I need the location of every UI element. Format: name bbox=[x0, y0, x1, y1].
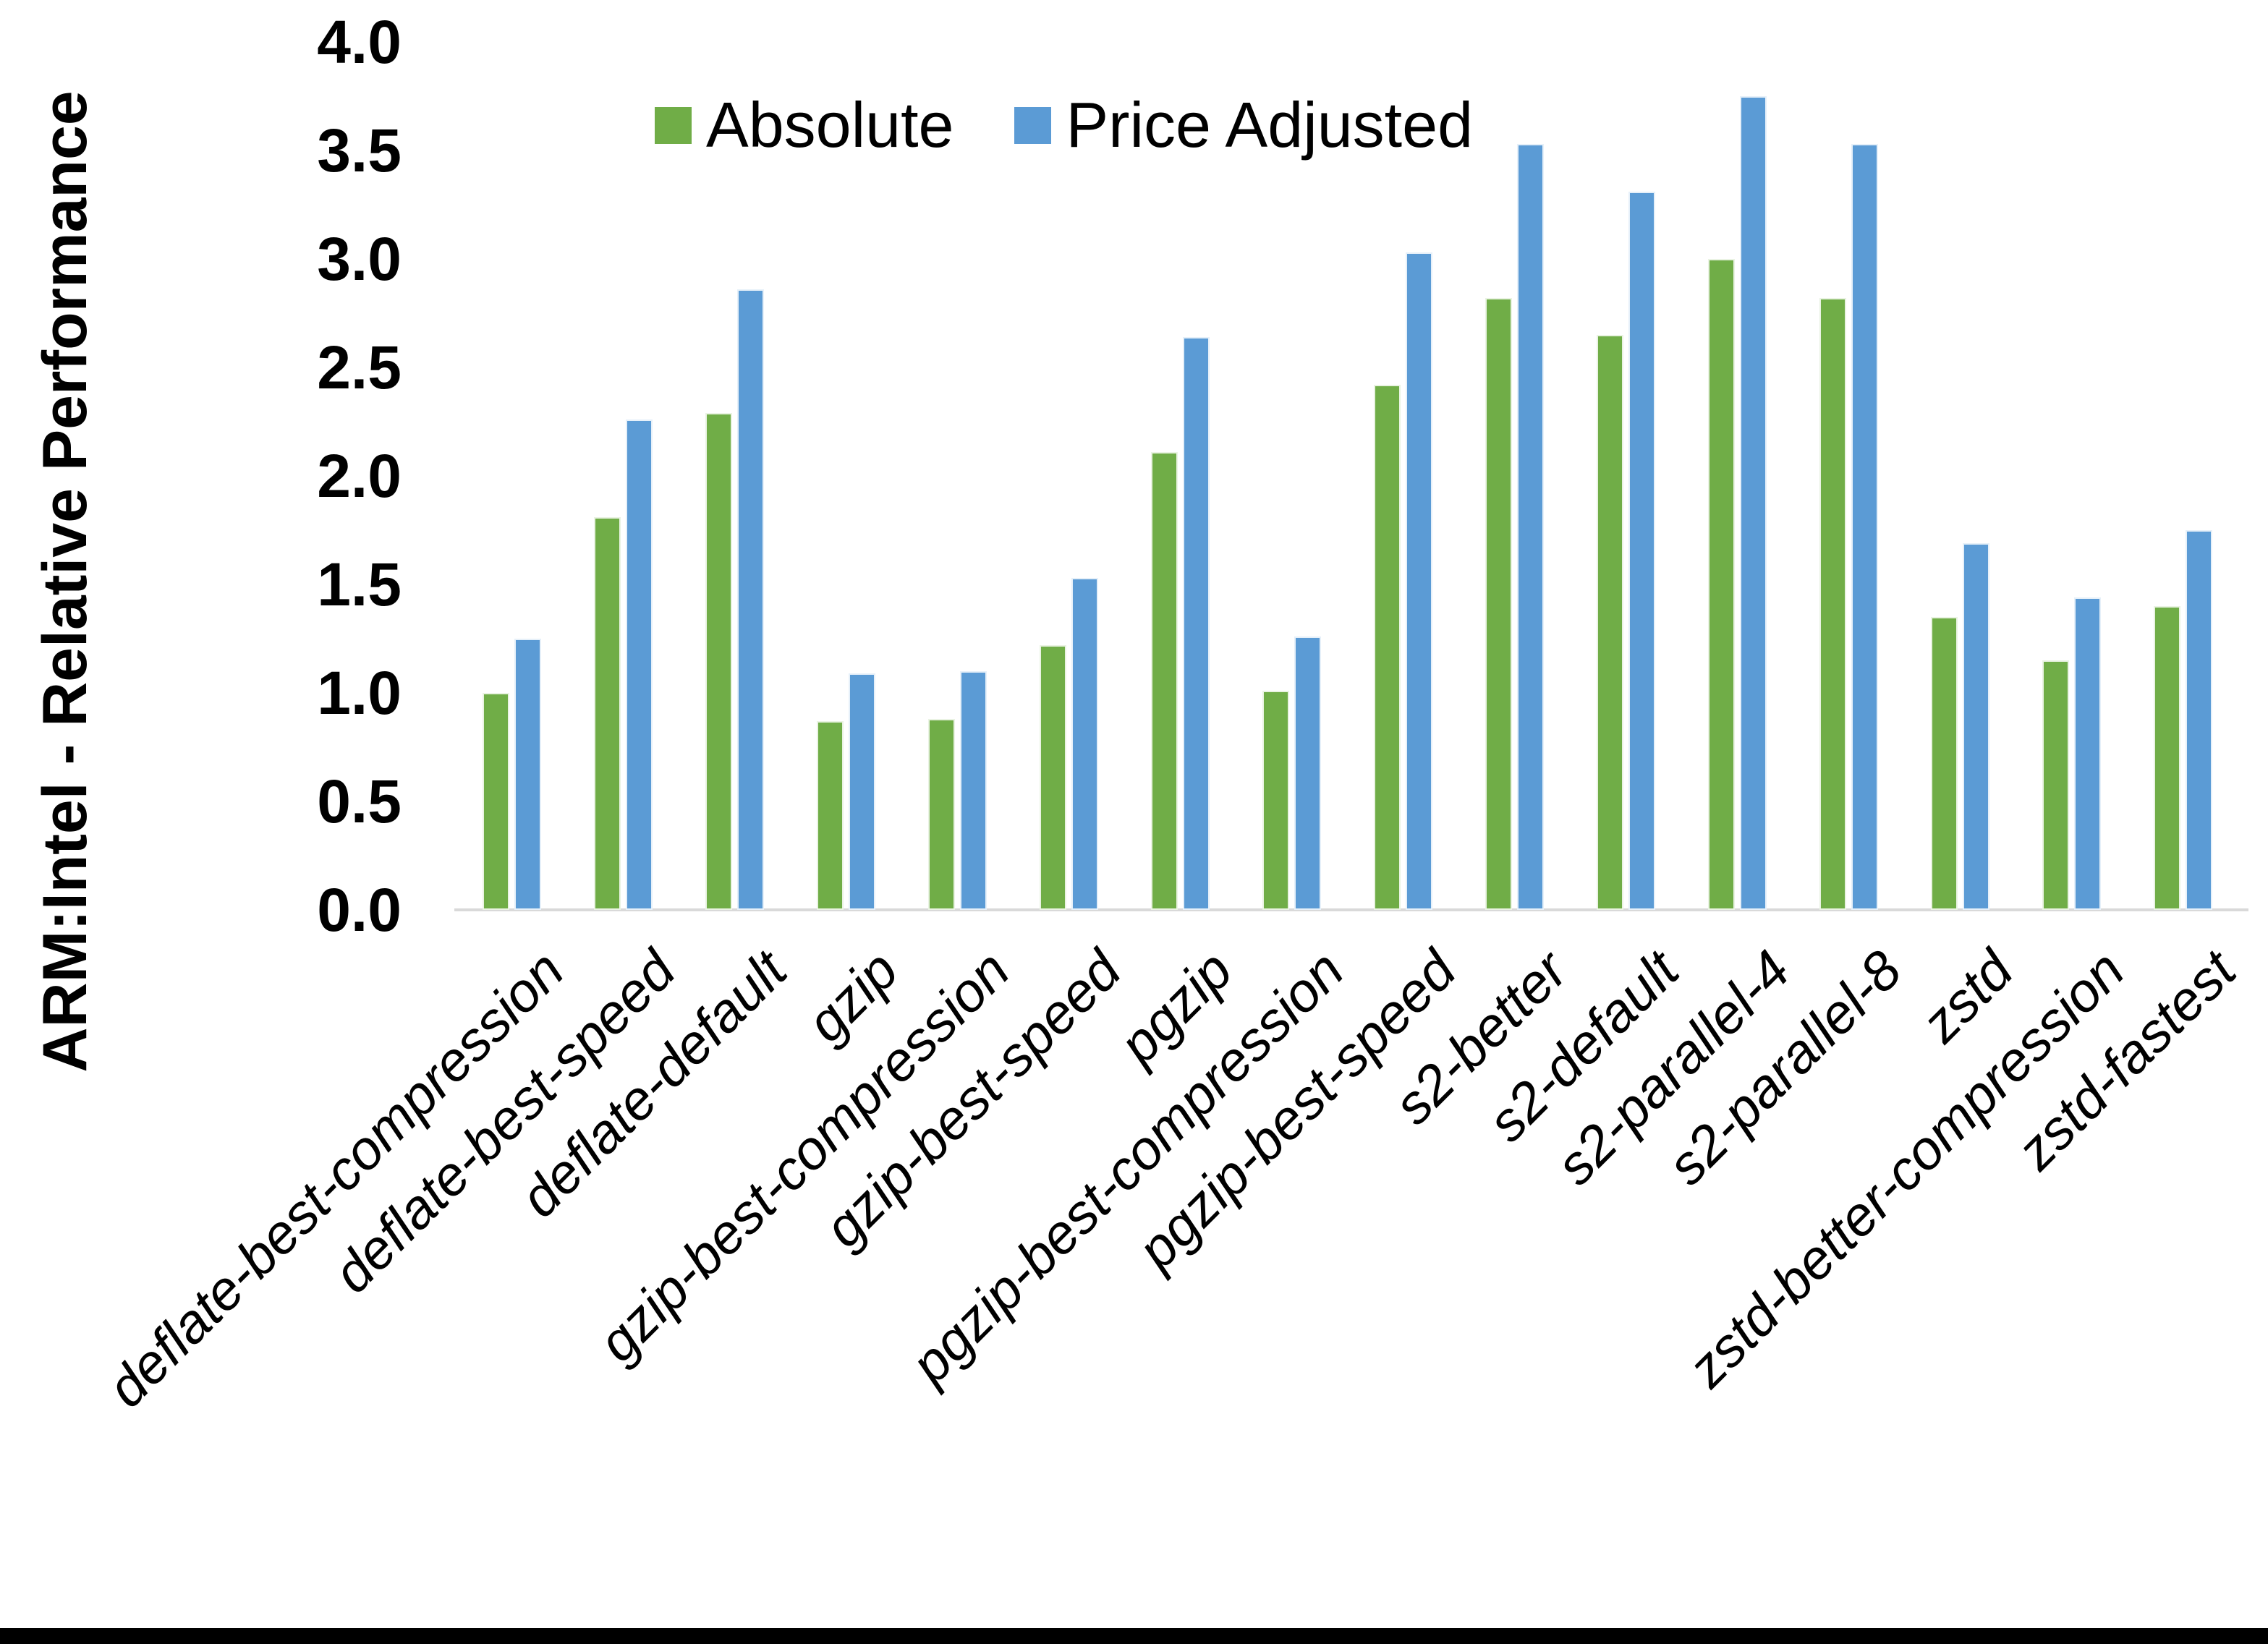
legend-item-price-adjusted: Price Adjusted bbox=[1014, 88, 1473, 162]
x-label-deflate-best-compression: deflate-best-compression bbox=[95, 939, 576, 1420]
bar-deflate-best-compression-price-adjusted bbox=[514, 639, 541, 910]
bar-pgzip-best-speed-price-adjusted bbox=[1406, 252, 1432, 910]
bar-deflate-best-speed-absolute bbox=[594, 517, 621, 910]
y-tick-label-2.5: 2.5 bbox=[317, 333, 402, 401]
bar-gzip-absolute bbox=[817, 721, 844, 910]
y-tick-label-3.0: 3.0 bbox=[317, 225, 402, 293]
bar-zstd-absolute bbox=[1931, 617, 1958, 910]
bar-zstd-fastest-price-adjusted bbox=[2186, 530, 2212, 910]
bar-gzip-best-speed-price-adjusted bbox=[1071, 578, 1098, 910]
legend-label-absolute: Absolute bbox=[706, 89, 954, 161]
bar-deflate-best-compression-absolute bbox=[483, 693, 509, 910]
bar-pgzip-absolute bbox=[1151, 452, 1178, 910]
bar-s2-better-price-adjusted bbox=[1517, 144, 1544, 910]
bar-gzip-best-compression-absolute bbox=[928, 719, 955, 910]
y-tick-label-0.0: 0.0 bbox=[317, 876, 402, 944]
y-tick-label-2.0: 2.0 bbox=[317, 442, 402, 510]
legend-label-price-adjusted: Price Adjusted bbox=[1066, 89, 1474, 161]
bar-s2-default-price-adjusted bbox=[1628, 192, 1655, 910]
x-axis-line bbox=[454, 908, 2248, 911]
bar-pgzip-best-compression-price-adjusted bbox=[1294, 636, 1321, 910]
bar-pgzip-best-compression-absolute bbox=[1262, 691, 1289, 910]
bar-s2-better-absolute bbox=[1485, 298, 1512, 910]
bar-s2-parallel-4-absolute bbox=[1708, 259, 1735, 910]
bar-s2-parallel-8-price-adjusted bbox=[1851, 144, 1878, 910]
y-tick-label-0.5: 0.5 bbox=[317, 767, 402, 835]
bar-pgzip-price-adjusted bbox=[1183, 337, 1210, 910]
bar-s2-default-absolute bbox=[1597, 335, 1623, 910]
y-tick-label-1.0: 1.0 bbox=[317, 659, 402, 727]
bar-zstd-better-compression-absolute bbox=[2042, 660, 2069, 910]
bar-zstd-price-adjusted bbox=[1963, 543, 1989, 910]
bar-s2-parallel-4-price-adjusted bbox=[1740, 96, 1767, 910]
bar-s2-parallel-8-absolute bbox=[1819, 298, 1846, 910]
bottom-border-bar bbox=[0, 1628, 2268, 1644]
bar-deflate-default-price-adjusted bbox=[737, 289, 764, 910]
bar-deflate-default-absolute bbox=[705, 413, 732, 910]
bar-zstd-better-compression-price-adjusted bbox=[2074, 597, 2101, 910]
bar-gzip-best-speed-absolute bbox=[1040, 645, 1066, 910]
y-tick-label-1.5: 1.5 bbox=[317, 550, 402, 618]
bar-deflate-best-speed-price-adjusted bbox=[626, 419, 653, 910]
legend-swatch-absolute bbox=[655, 106, 692, 144]
y-tick-label-3.5: 3.5 bbox=[317, 116, 402, 184]
bar-zstd-fastest-absolute bbox=[2154, 606, 2180, 910]
legend-item-absolute: Absolute bbox=[655, 88, 954, 162]
legend-swatch-price-adjusted bbox=[1014, 106, 1052, 144]
bar-gzip-price-adjusted bbox=[849, 673, 875, 910]
y-axis-title: ARM:Intel - Relative Performance bbox=[30, 90, 100, 1073]
bar-pgzip-best-speed-absolute bbox=[1374, 385, 1401, 910]
chart-legend: Absolute Price Adjusted bbox=[655, 88, 1473, 162]
bar-gzip-best-compression-price-adjusted bbox=[960, 671, 987, 910]
y-tick-label-4.0: 4.0 bbox=[317, 8, 402, 76]
